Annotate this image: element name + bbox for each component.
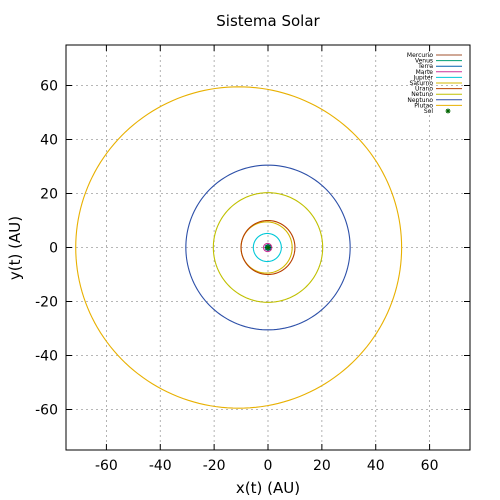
x-tick-label: 20 [313, 458, 331, 474]
y-tick-label: 0 [49, 241, 58, 257]
y-tick-label: 40 [40, 133, 58, 149]
x-tick-label: 40 [367, 458, 385, 474]
legend-label-sol: Sol [424, 108, 433, 115]
chart-title: Sistema Solar [216, 12, 320, 30]
y-tick-label: 20 [40, 187, 58, 203]
x-tick-label: -60 [95, 458, 118, 474]
legend-marker-sol [446, 109, 451, 114]
y-tick-label: 60 [40, 79, 58, 95]
y-tick-label: -60 [35, 403, 58, 419]
x-tick-label: -40 [149, 458, 172, 474]
sun-marker [265, 244, 272, 251]
y-axis-label: y(t) (AU) [6, 216, 24, 280]
x-tick-label: -20 [203, 458, 226, 474]
x-axis-label: x(t) (AU) [236, 479, 300, 497]
y-tick-label: -20 [35, 295, 58, 311]
x-tick-label: 0 [264, 458, 273, 474]
y-tick-label: -40 [35, 349, 58, 365]
x-tick-label: 60 [421, 458, 439, 474]
